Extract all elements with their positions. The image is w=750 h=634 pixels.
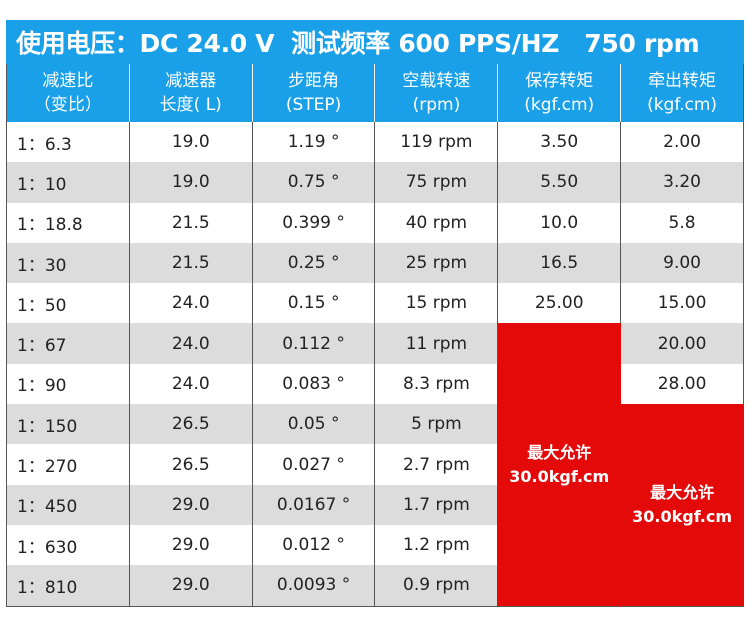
length-cell: 24.0: [128, 363, 253, 405]
table-row: 1：810 29.0 0.0093 ° 0.9 rpm: [6, 565, 744, 607]
ratio-cell: 1：630: [6, 524, 130, 566]
speed-cell: 75 rpm: [374, 162, 499, 203]
speed-cell: 8.3 rpm: [374, 363, 499, 405]
holding-torque-cell: 3.50: [497, 122, 622, 163]
length-cell: 19.0: [128, 122, 253, 163]
pull-out-torque-cell: 2.00: [620, 122, 744, 163]
length-cell: 29.0: [128, 565, 253, 607]
ratio-cell: 1：810: [6, 565, 130, 607]
length-cell: 29.0: [128, 484, 253, 525]
holding-torque-cell: 5.50: [497, 162, 622, 203]
header-pull-out-torque: 牵出转矩 (kgf.cm): [620, 64, 744, 122]
speed-cell: 0.9 rpm: [374, 565, 499, 607]
step-angle-cell: 0.112 °: [251, 323, 376, 364]
holding-torque-cell: 10.0: [497, 202, 622, 243]
header-holding-torque: 保存转矩 (kgf.cm): [497, 64, 622, 122]
length-cell: 19.0: [128, 162, 253, 203]
step-angle-cell: 0.25 °: [251, 242, 376, 284]
pull-out-torque-max-note: 最大允许 30.0kgf.cm: [620, 404, 744, 607]
table-row: 1：450 29.0 0.0167 ° 1.7 rpm: [6, 484, 744, 525]
holding-torque-max-note: 最大允许 30.0kgf.cm: [497, 323, 622, 607]
pull-out-torque-cell: 28.00: [620, 363, 744, 405]
header-ratio: 减速比 （变比）: [6, 64, 130, 122]
length-cell: 24.0: [128, 283, 253, 324]
step-angle-cell: 0.0093 °: [251, 565, 376, 607]
speed-cell: 25 rpm: [374, 242, 499, 284]
step-angle-cell: 0.75 °: [251, 162, 376, 203]
step-angle-cell: 0.012 °: [251, 524, 376, 566]
length-cell: 21.5: [128, 202, 253, 243]
length-cell: 21.5: [128, 242, 253, 284]
speed-cell: 40 rpm: [374, 202, 499, 243]
pull-out-torque-cell: 9.00: [620, 242, 744, 284]
table-row: 1：630 29.0 0.012 ° 1.2 rpm: [6, 524, 744, 566]
table-row: 1：50 24.0 0.15 ° 15 rpm 25.00 15.00: [6, 283, 744, 324]
step-angle-cell: 1.19 °: [251, 122, 376, 163]
holding-torque-cell: 25.00: [497, 283, 622, 324]
speed-cell: 1.7 rpm: [374, 484, 499, 525]
pull-out-torque-cell: 20.00: [620, 323, 744, 364]
step-angle-cell: 0.15 °: [251, 283, 376, 324]
length-cell: 24.0: [128, 323, 253, 364]
ratio-cell: 1：270: [6, 444, 130, 485]
step-angle-cell: 0.027 °: [251, 444, 376, 485]
header-no-load-speed: 空载转速 (rpm): [374, 64, 499, 122]
table-row: 1：6.3 19.0 1.19 ° 119 rpm 3.50 2.00: [6, 122, 744, 163]
speed-cell: 11 rpm: [374, 323, 499, 364]
gear-spec-table: 减速比 （变比） 减速器 长度( L) 步距角 (STEP) 空载转速 (rpm) 保存…: [6, 64, 744, 607]
speed-cell: 15 rpm: [374, 283, 499, 324]
pull-out-torque-cell: 3.20: [620, 162, 744, 203]
speed-cell: 119 rpm: [374, 122, 499, 163]
ratio-cell: 1：90: [6, 363, 130, 405]
table-row: 1：18.8 21.5 0.399 ° 40 rpm 10.0 5.8: [6, 202, 744, 243]
header-step-angle: 步距角 (STEP): [251, 64, 376, 122]
table-header-row: 减速比 （变比） 减速器 长度( L) 步距角 (STEP) 空载转速 (rpm) 保存…: [6, 64, 744, 122]
ratio-cell: 1：150: [6, 404, 130, 445]
table-row: 1：30 21.5 0.25 ° 25 rpm 16.5 9.00: [6, 242, 744, 284]
ratio-cell: 1：450: [6, 484, 130, 525]
length-cell: 29.0: [128, 524, 253, 566]
table-row: 1：90 24.0 0.083 ° 8.3 rpm 28.00: [6, 363, 744, 405]
header-length: 减速器 长度( L): [128, 64, 253, 122]
step-angle-cell: 0.399 °: [251, 202, 376, 243]
ratio-cell: 1：67: [6, 323, 130, 364]
table-row: 1：270 26.5 0.027 ° 2.7 rpm: [6, 444, 744, 485]
step-angle-cell: 0.083 °: [251, 363, 376, 405]
table-row: 1：67 24.0 0.112 ° 11 rpm 最大允许 30.0kgf.cm …: [6, 323, 744, 607]
step-angle-cell: 0.05 °: [251, 404, 376, 445]
ratio-cell: 1：18.8: [6, 202, 130, 243]
ratio-cell: 1：30: [6, 242, 130, 284]
ratio-cell: 1：50: [6, 283, 130, 324]
ratio-cell: 1：10: [6, 162, 130, 203]
length-cell: 26.5: [128, 404, 253, 445]
step-angle-cell: 0.0167 °: [251, 484, 376, 525]
holding-torque-cell: 16.5: [497, 242, 622, 284]
ratio-cell: 1：6.3: [6, 122, 130, 163]
speed-cell: 2.7 rpm: [374, 444, 499, 485]
table-row: 1：10 19.0 0.75 ° 75 rpm 5.50 3.20: [6, 162, 744, 203]
voltage-frequency-title: 使用电压：DC 24.0 V 测试频率 600 PPS/HZ 750 rpm: [6, 20, 744, 64]
pull-out-torque-cell: 15.00: [620, 283, 744, 324]
pull-out-torque-cell: 5.8: [620, 202, 744, 243]
table-row: 1：150 26.5 0.05 ° 5 rpm 最大允许 30.0kgf.cm: [6, 404, 744, 607]
length-cell: 26.5: [128, 444, 253, 485]
speed-cell: 5 rpm: [374, 404, 499, 445]
speed-cell: 1.2 rpm: [374, 524, 499, 566]
